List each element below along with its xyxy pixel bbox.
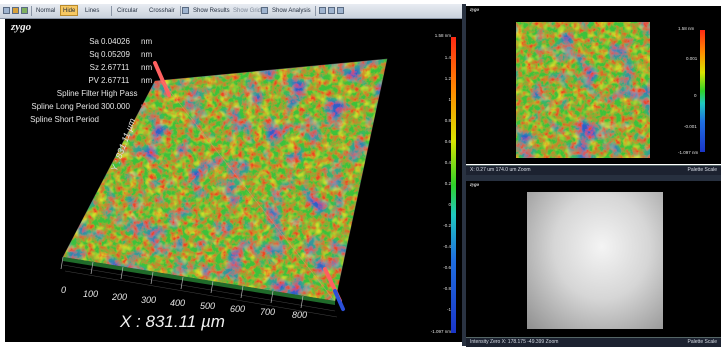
cbar-label-min: -1.097 nm — [430, 329, 451, 334]
cbar-top-max: 1.58 nm — [678, 26, 695, 31]
x-tick-300: 300 — [141, 295, 157, 305]
colorbar-main-labels: 1.58 nm 1.4 1.2 1 0.8 0.6 0.4 0.2 0 -0.2… — [421, 33, 451, 337]
zygo-logo-small: zygo — [470, 183, 480, 188]
status-bar-bottom: Intensity Zero X: 178.175 -49.399 Zoom P… — [466, 337, 721, 347]
colorbar-top — [700, 30, 705, 152]
stat-sa-name: Sa — [89, 37, 99, 46]
surface-2d-map-view[interactable]: zygo 1.58 nm 0.001 0 -0.001 -1.097 nm — [466, 6, 721, 164]
stat-filter-value: High Pass — [101, 89, 138, 98]
export-icon[interactable] — [337, 7, 344, 14]
x-tick-600: 600 — [230, 304, 246, 314]
x-tick-800: 800 — [292, 310, 308, 320]
cbar-top-label: 0 — [694, 93, 697, 98]
lines-button[interactable]: Lines — [85, 8, 100, 14]
show-results-button[interactable]: Show Results — [193, 8, 230, 14]
x-axis-title: X : 831.11 µm — [120, 312, 225, 331]
stat-pv-value: 2.67711 — [101, 76, 130, 85]
stat-short-period-name: Spline Short Period — [30, 115, 99, 124]
intensity-map-view[interactable]: zygo — [466, 181, 721, 337]
hide-button[interactable]: Hide — [60, 5, 79, 16]
status-bottom-left: Intensity Zero X: 178.175 -49.399 Zoom — [470, 339, 559, 345]
x-tick-100: 100 — [83, 289, 99, 299]
x-tick-400: 400 — [170, 298, 186, 308]
cbar-label: 0.4 — [444, 160, 451, 165]
surface-plot[interactable] — [5, 19, 462, 342]
toolbar: Normal Hide Lines Circular Crosshair Sho… — [0, 4, 462, 19]
stat-sz-unit: nm — [141, 63, 153, 72]
panel-divider[interactable] — [462, 4, 466, 346]
stat-long-period-name: Spline Long Period — [31, 102, 99, 111]
show-grid-button[interactable]: Show Grid — [233, 8, 262, 14]
zygo-logo: zygo — [11, 21, 32, 33]
cbar-label: 0.8 — [444, 118, 451, 123]
show-analysis-button[interactable]: Show Analysis — [272, 8, 311, 14]
stat-sq-name: Sq — [89, 50, 99, 59]
stat-pv-name: PV — [88, 76, 99, 85]
results-icon — [182, 7, 189, 14]
cbar-label: -0.6 — [443, 265, 451, 270]
x-tick-200: 200 — [112, 292, 128, 302]
cbar-label: -0.8 — [443, 286, 451, 291]
stat-pv-unit: nm — [141, 76, 153, 85]
cbar-label: -0.4 — [443, 244, 451, 249]
cbar-label: 1.4 — [444, 55, 451, 60]
grid-icon[interactable] — [319, 7, 326, 14]
palette-scale-bottom[interactable]: Palette Scale — [687, 339, 717, 345]
stat-sz-name: Sz — [89, 63, 99, 72]
cbar-label: 0.6 — [444, 139, 451, 144]
cbar-top-label: 0.001 — [686, 56, 698, 61]
cbar-label: 1 — [448, 97, 451, 102]
x-tick-500: 500 — [200, 301, 216, 311]
cbar-label: -1 — [446, 307, 451, 312]
surface-2d-map[interactable] — [516, 22, 650, 158]
surface-3d-view[interactable]: zygo Sa 0.04026 nm Sq 0.05209 nm Sz 2.67… — [5, 19, 462, 342]
x-tick-0: 0 — [61, 285, 67, 295]
zygo-logo-small: zygo — [470, 8, 480, 13]
cbar-label: 0 — [448, 202, 451, 207]
marker-top-left — [153, 61, 171, 97]
normal-button[interactable]: Normal — [36, 8, 56, 14]
palette-scale-top[interactable]: Palette Scale — [687, 167, 717, 173]
status-top-left: X: 0.27 um 174.0 um Zoom — [470, 167, 531, 173]
statistics-panel: Sa 0.04026 nm Sq 0.05209 nm Sz 2.67711 n… — [5, 37, 155, 137]
palette-icon[interactable] — [12, 7, 19, 14]
surface-mesh — [63, 59, 387, 301]
stat-sa-value: 0.04026 — [101, 37, 130, 46]
cbar-top-label: -0.001 — [684, 124, 697, 129]
stat-long-period-value: 300.000 — [101, 102, 130, 111]
cbar-label: -0.2 — [443, 223, 451, 228]
stat-sa-unit: nm — [141, 37, 153, 46]
cbar-top-min: -1.097 nm — [678, 150, 699, 155]
stat-sq-value: 0.05209 — [101, 50, 130, 59]
layout-icon[interactable] — [328, 7, 335, 14]
colorbar-main — [451, 37, 456, 333]
stat-sz-value: 2.67711 — [101, 63, 130, 72]
stat-sq-unit: nm — [141, 50, 153, 59]
marker-bottom-right-blue — [333, 289, 345, 311]
analysis-icon — [261, 7, 268, 14]
cbar-label-max: 1.58 nm — [434, 33, 451, 38]
x-tick-700: 700 — [260, 307, 276, 317]
panel-gap — [466, 175, 721, 181]
view-icon[interactable] — [3, 7, 10, 14]
filter-icon[interactable] — [21, 7, 28, 14]
intensity-image[interactable] — [527, 192, 663, 329]
cbar-label: 1.2 — [444, 76, 451, 81]
cbar-label: 0.2 — [444, 181, 451, 186]
crosshair-button[interactable]: Crosshair — [149, 8, 175, 14]
circular-button[interactable]: Circular — [117, 8, 138, 14]
stat-filter-name: Spline Filter — [56, 89, 99, 98]
